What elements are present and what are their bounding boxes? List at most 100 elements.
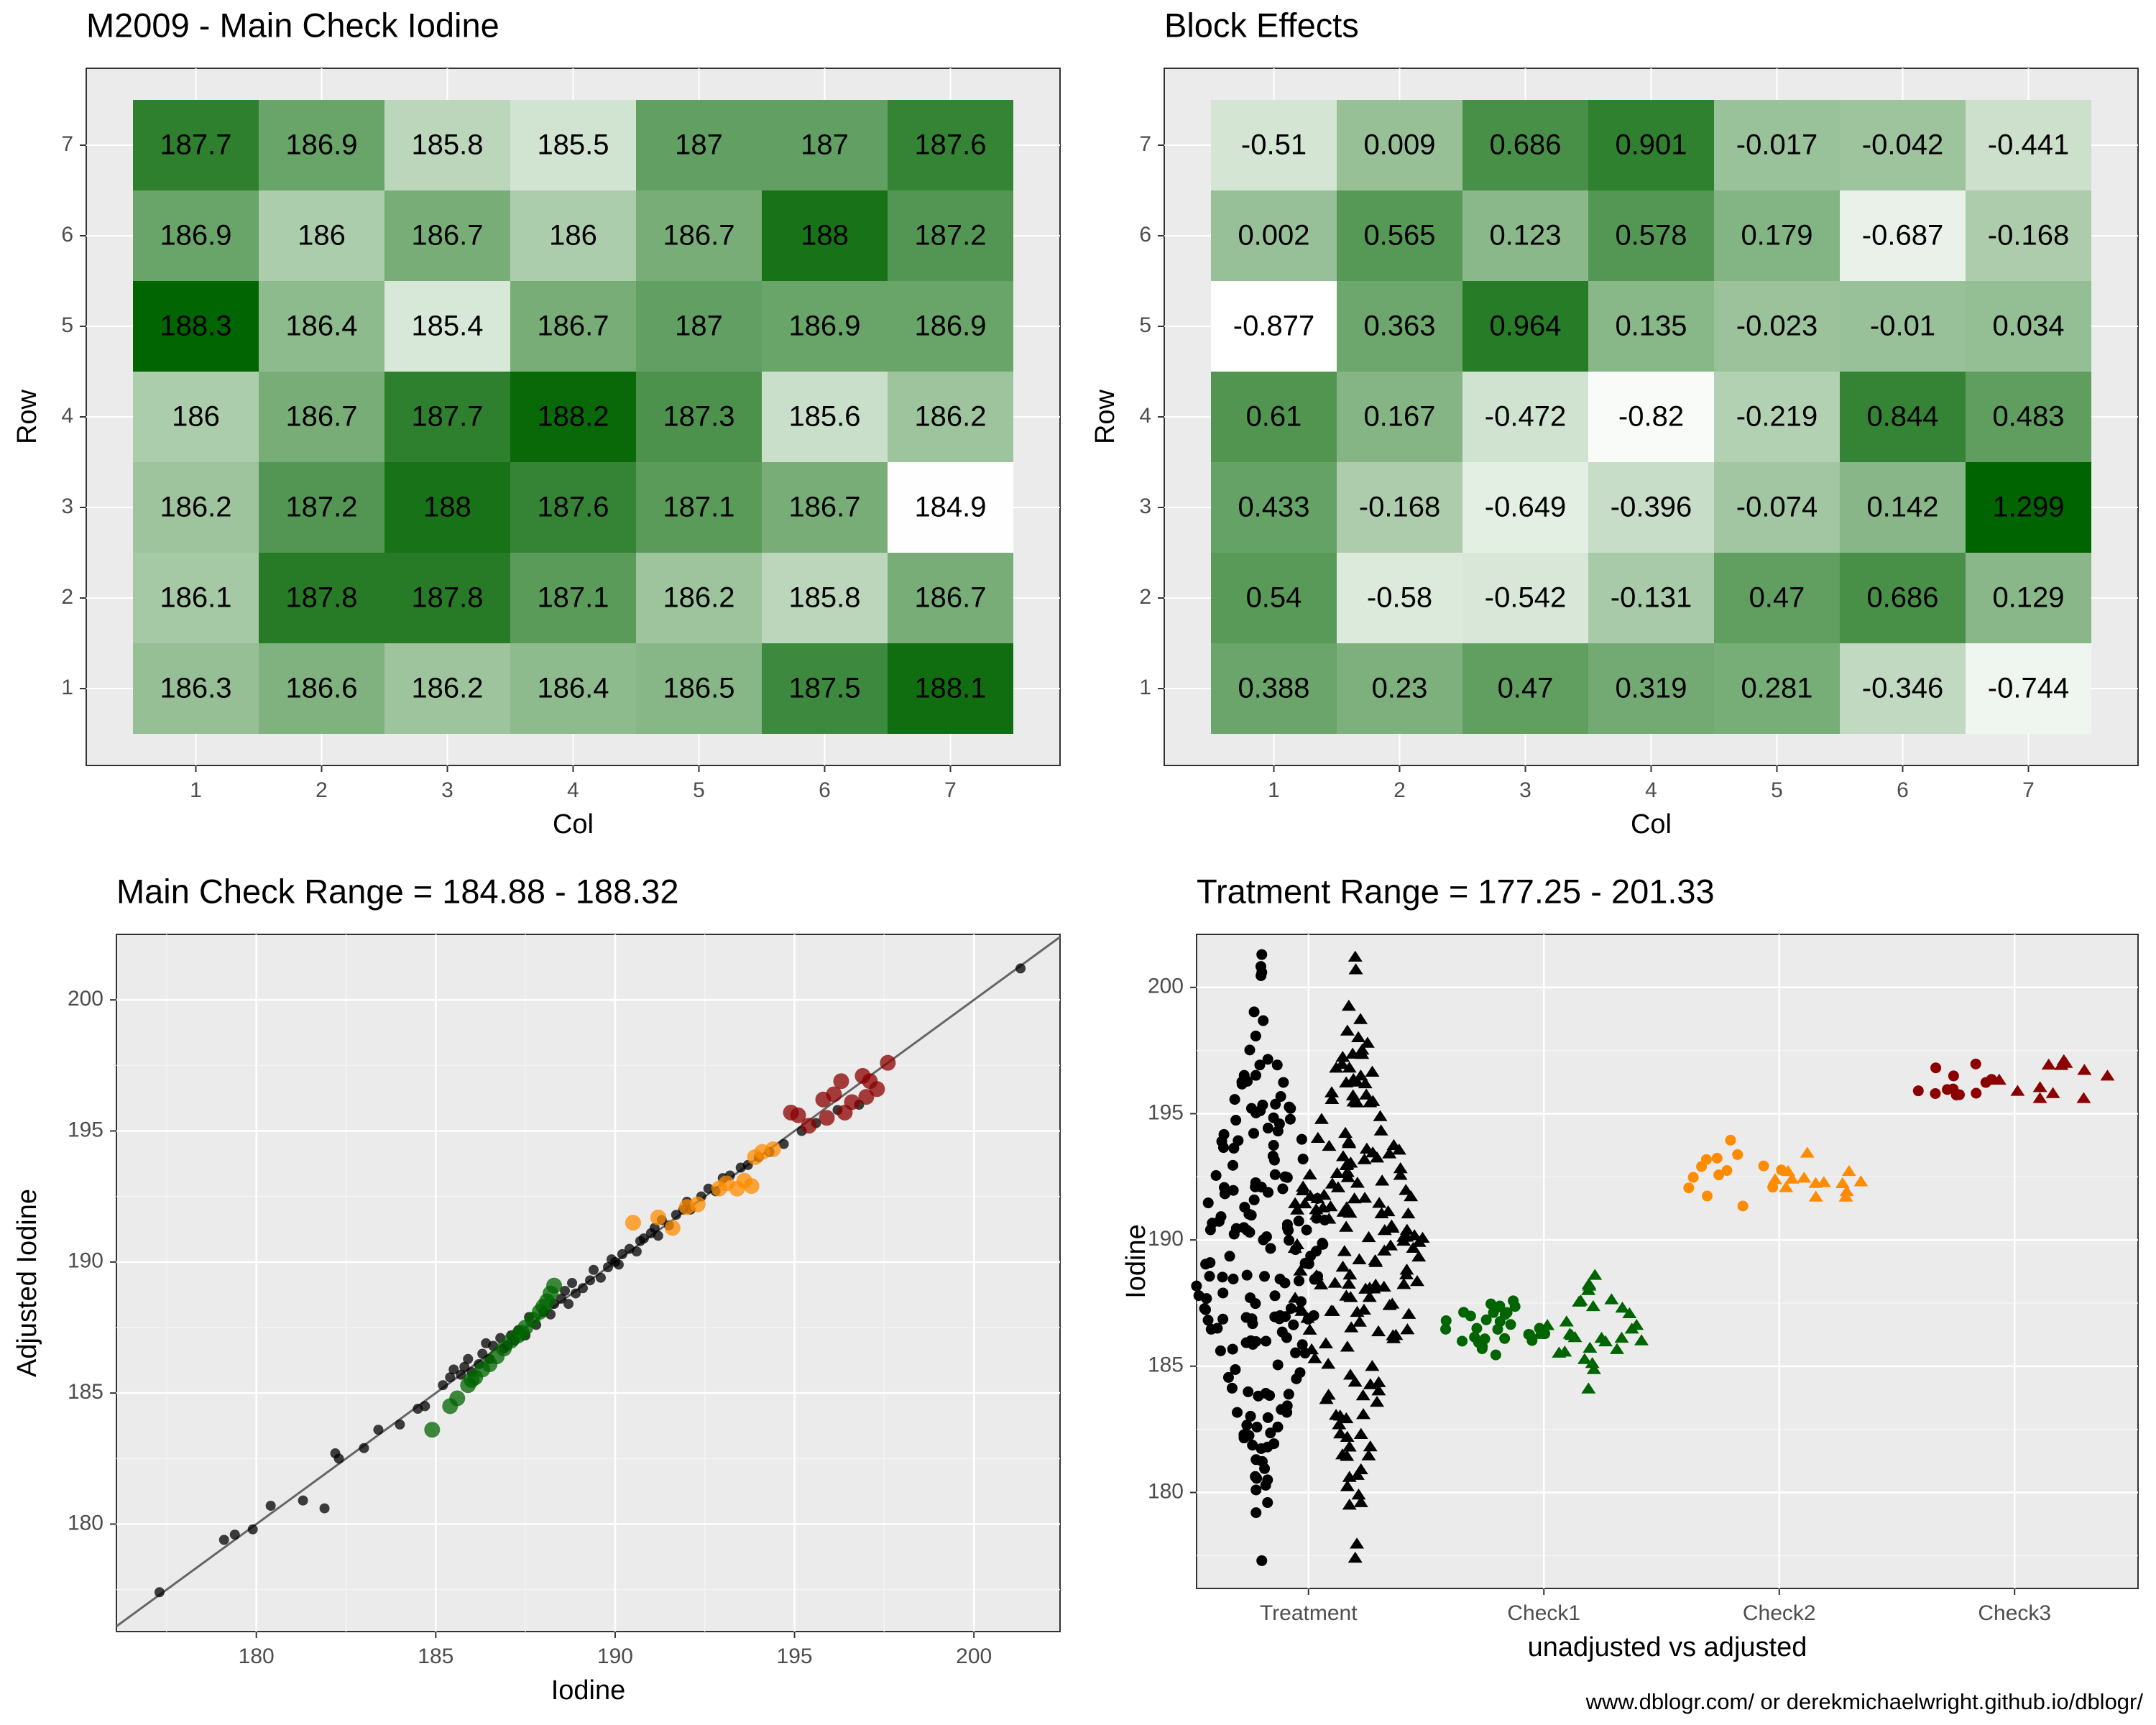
- heatmap-main-check-tile-label: 186.7: [788, 492, 860, 523]
- swarm-treatment-panel: [1197, 934, 2138, 1588]
- swarm-treatment-point-treatment-unadjusted: [1285, 1103, 1296, 1114]
- source-caption: www.dblogr.com/ or derekmichaelwright.gi…: [1586, 1689, 2143, 1715]
- scatter-adjusted-point-treatment: [373, 1425, 383, 1435]
- scatter-adjusted-point-treatment: [607, 1254, 617, 1264]
- swarm-treatment-point-treatment-unadjusted: [1274, 1118, 1285, 1129]
- swarm-treatment-point-check3-unadjusted: [1913, 1085, 1924, 1096]
- swarm-treatment-point-treatment-unadjusted: [1230, 1115, 1241, 1126]
- heatmap-block-effects-tile-label: -0.51: [1241, 129, 1307, 161]
- heatmap-main-check-xtick-label: 3: [441, 778, 453, 802]
- swarm-treatment-xlabel: unadjusted vs adjusted: [1528, 1632, 1807, 1662]
- swarm-treatment-point-treatment-unadjusted: [1242, 1270, 1253, 1281]
- scatter-adjusted-point-treatment: [298, 1496, 308, 1506]
- swarm-treatment-point-treatment-unadjusted: [1230, 1094, 1240, 1105]
- swarm-treatment-point-check2-unadjusted: [1702, 1191, 1713, 1202]
- swarm-treatment-point-check2-unadjusted: [1738, 1200, 1749, 1211]
- heatmap-main-check-tile-label: 186.9: [160, 220, 231, 252]
- heatmap-main-check-ytick-label: 7: [61, 132, 73, 156]
- swarm-treatment-point-treatment-unadjusted: [1317, 1239, 1328, 1250]
- heatmap-main-check-tile-label: 188.2: [537, 401, 609, 433]
- heatmap-block-effects-tile-label: -0.649: [1485, 492, 1566, 523]
- swarm-treatment-point-check3-unadjusted: [1954, 1090, 1965, 1100]
- swarm-treatment-point-treatment-unadjusted: [1259, 1463, 1270, 1474]
- swarm-treatment-point-treatment-unadjusted: [1227, 1383, 1238, 1394]
- heatmap-main-check-tile-label: 185.8: [411, 129, 483, 161]
- heatmap-main-check-ylabel: Row: [12, 389, 42, 444]
- heatmap-main-check-tile-label: 186.6: [285, 673, 357, 704]
- heatmap-block-effects-tile-label: 0.61: [1246, 401, 1302, 433]
- scatter-adjusted-point-treatment: [420, 1401, 430, 1411]
- scatter-adjusted-point-check1: [424, 1422, 440, 1438]
- swarm-treatment-point-treatment-unadjusted: [1246, 1210, 1257, 1220]
- heatmap-main-check-xtick-label: 1: [190, 778, 202, 802]
- swarm-treatment-point-treatment-unadjusted: [1251, 1422, 1262, 1432]
- heatmap-block-effects-tile-label: -0.396: [1611, 492, 1692, 523]
- heatmap-block-effects-tile-label: 0.167: [1363, 401, 1435, 433]
- scatter-adjusted-point-treatment: [481, 1338, 491, 1348]
- swarm-treatment-outlier-unadjusted: [1262, 1474, 1273, 1485]
- swarm-treatment-point-treatment-unadjusted: [1265, 1243, 1276, 1254]
- swarm-treatment-ytick-label: 190: [1148, 1227, 1184, 1251]
- heatmap-main-check-tile-label: 186.1: [160, 582, 231, 614]
- heatmap-block-effects-tile-label: -0.168: [1988, 220, 2069, 252]
- swarm-treatment-point-treatment-unadjusted: [1248, 1128, 1259, 1138]
- heatmap-block-effects-tile-label: -0.017: [1736, 129, 1818, 161]
- swarm-treatment-outlier-unadjusted: [1256, 1555, 1267, 1566]
- heatmap-main-check-ytick-label: 5: [61, 313, 73, 337]
- swarm-treatment-point-treatment-unadjusted: [1294, 1215, 1304, 1226]
- heatmap-block-effects-tile-label: 0.319: [1615, 673, 1687, 704]
- swarm-treatment-point-check1-unadjusted: [1494, 1300, 1505, 1311]
- swarm-treatment-xtick-label: Check2: [1743, 1601, 1816, 1625]
- scatter-adjusted-xlabel: Iodine: [551, 1675, 626, 1706]
- swarm-treatment-point-treatment-unadjusted: [1284, 1235, 1294, 1246]
- swarm-treatment-point-treatment-unadjusted: [1268, 1140, 1279, 1151]
- swarm-treatment-outlier-unadjusted: [1250, 1454, 1261, 1465]
- heatmap-main-check-tile-label: 186.7: [914, 582, 986, 614]
- heatmap-main-check-tile-label: 186.7: [663, 220, 734, 252]
- swarm-treatment-point-treatment-unadjusted: [1227, 1160, 1238, 1171]
- swarm-treatment-outlier-unadjusted: [1262, 1442, 1273, 1453]
- swarm-treatment-point-treatment-unadjusted: [1212, 1322, 1222, 1333]
- swarm-treatment-point-treatment-unadjusted: [1256, 967, 1267, 978]
- scatter-adjusted-point-treatment: [563, 1299, 573, 1309]
- scatter-adjusted-point-check1: [514, 1325, 530, 1340]
- heatmap-block-effects-tile-label: 0.179: [1741, 220, 1812, 252]
- scatter-adjusted-point-treatment: [463, 1354, 473, 1364]
- swarm-treatment-point-treatment-unadjusted: [1280, 1172, 1291, 1182]
- scatter-adjusted-xtick-label: 195: [777, 1644, 813, 1668]
- heatmap-block-effects-tile-label: -0.542: [1485, 582, 1566, 614]
- heatmap-block-effects-tile-label: 0.901: [1615, 129, 1687, 161]
- heatmap-main-check-tile-label: 187.1: [537, 582, 609, 614]
- scatter-adjusted-xtick-label: 190: [597, 1644, 633, 1668]
- heatmap-main-check-tile-label: 187.6: [537, 492, 609, 523]
- heatmap-block-effects-tile-label: -0.042: [1862, 129, 1943, 161]
- swarm-treatment-point-check1-unadjusted: [1524, 1329, 1534, 1340]
- swarm-treatment-point-treatment-unadjusted: [1207, 1218, 1217, 1228]
- heatmap-main-check-title: M2009 - Main Check Iodine: [86, 6, 499, 44]
- heatmap-main-check-tile-label: 187.5: [788, 673, 860, 704]
- swarm-treatment-xtick-label: Treatment: [1260, 1601, 1358, 1625]
- scatter-adjusted-ylabel: Adjusted Iodine: [12, 1189, 42, 1377]
- scatter-adjusted-point-treatment: [219, 1535, 229, 1545]
- swarm-treatment-point-treatment-unadjusted: [1281, 1333, 1292, 1343]
- swarm-treatment-title: Tratment Range = 177.25 - 201.33: [1197, 872, 1715, 910]
- swarm-treatment-point-check3-unadjusted: [1981, 1077, 1991, 1088]
- heatmap-main-check-xtick-label: 6: [819, 778, 831, 802]
- heatmap-block-effects-tile-label: 0.433: [1238, 492, 1309, 523]
- swarm-treatment-point-treatment-unadjusted: [1277, 1183, 1288, 1194]
- swarm-treatment-point-check3-unadjusted: [1971, 1059, 1981, 1070]
- scatter-adjusted-point-treatment: [248, 1524, 258, 1535]
- swarm-treatment-point-check1-unadjusted: [1506, 1319, 1516, 1330]
- scatter-adjusted-point-check3: [801, 1118, 817, 1133]
- heatmap-main-check-tile-label: 186.2: [914, 401, 986, 433]
- swarm-treatment-point-treatment-unadjusted: [1239, 1432, 1250, 1443]
- heatmap-block-effects-tile-label: -0.023: [1736, 310, 1818, 342]
- swarm-treatment-point-treatment-unadjusted: [1298, 1154, 1309, 1164]
- heatmap-main-check-tile-label: 186: [172, 401, 220, 433]
- heatmap-block-effects-tile-label: -0.168: [1359, 492, 1440, 523]
- swarm-treatment-point-treatment-unadjusted: [1263, 1187, 1273, 1197]
- heatmap-main-check-tile-label: 188.3: [160, 310, 231, 342]
- scatter-adjusted-point-treatment: [567, 1278, 577, 1288]
- heatmap-main-check-xtick-label: 2: [315, 778, 328, 802]
- swarm-treatment-point-check3-unadjusted: [1930, 1088, 1940, 1099]
